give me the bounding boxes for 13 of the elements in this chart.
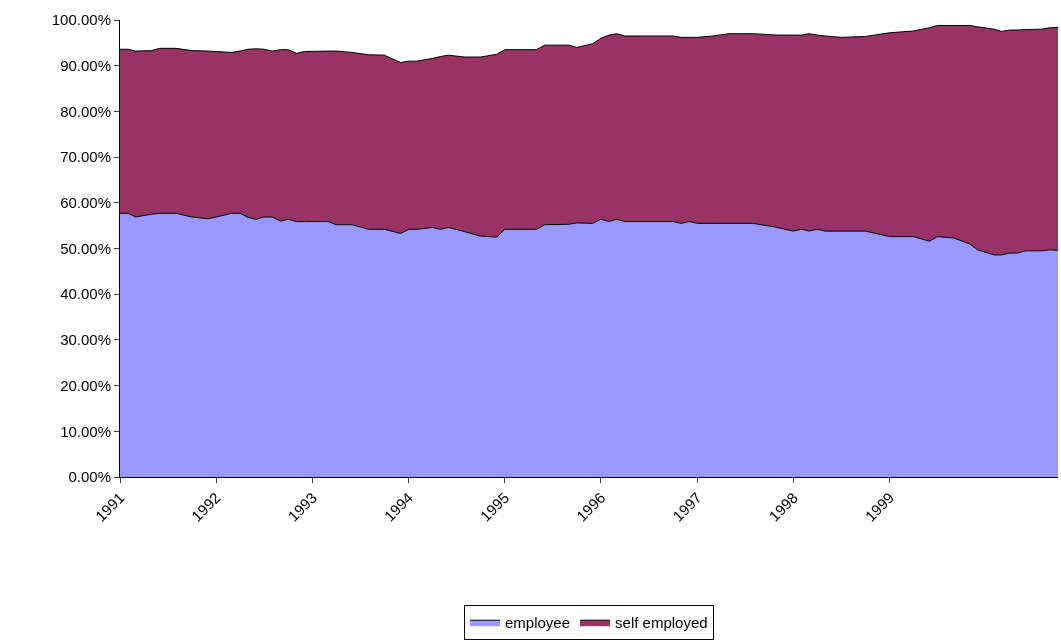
y-tick-label: 70.00% [60,148,111,166]
legend-label: self employed [615,614,708,632]
y-tick-label: 0.00% [68,468,111,486]
y-tick-label: 20.00% [60,376,111,394]
y-tick-label: 90.00% [60,56,111,74]
y-tick-label: 100.00% [51,11,111,29]
y-tick-label: 40.00% [60,285,111,303]
y-tick-label: 30.00% [60,331,111,349]
y-tick-label: 50.00% [60,239,111,257]
y-tick-label: 60.00% [60,194,111,212]
y-tick-label: 80.00% [60,102,111,120]
legend-label: employee [505,614,571,632]
y-tick-label: 10.00% [60,422,111,440]
